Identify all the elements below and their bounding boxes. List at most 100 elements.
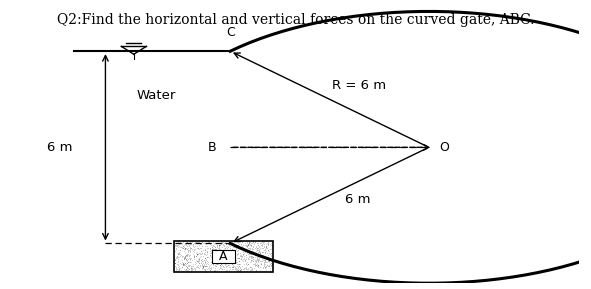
Point bbox=[243, 243, 252, 247]
Point bbox=[243, 252, 253, 257]
Point bbox=[246, 252, 255, 257]
Point bbox=[236, 253, 246, 257]
Point bbox=[178, 262, 188, 266]
Point bbox=[181, 253, 191, 257]
Point bbox=[267, 268, 277, 273]
Point bbox=[245, 242, 254, 247]
Point bbox=[209, 260, 219, 264]
Point bbox=[229, 264, 238, 268]
Point bbox=[230, 255, 240, 260]
Point bbox=[215, 244, 224, 249]
Point bbox=[189, 255, 199, 260]
Point bbox=[225, 244, 235, 249]
Point bbox=[224, 254, 233, 258]
Point bbox=[239, 267, 249, 272]
Point bbox=[268, 252, 278, 256]
Point bbox=[184, 240, 194, 245]
Point bbox=[228, 241, 238, 246]
Point bbox=[194, 259, 203, 264]
Point bbox=[225, 267, 235, 272]
Point bbox=[213, 246, 222, 251]
Point bbox=[259, 262, 269, 266]
Point bbox=[256, 246, 265, 250]
Point bbox=[242, 253, 251, 257]
Point bbox=[181, 266, 191, 271]
Point bbox=[236, 266, 246, 271]
Point bbox=[238, 244, 247, 248]
Point bbox=[263, 252, 272, 257]
Point bbox=[241, 248, 251, 253]
Point bbox=[178, 246, 187, 250]
Point bbox=[178, 262, 188, 267]
Point bbox=[194, 255, 203, 260]
Point bbox=[255, 257, 264, 262]
Point bbox=[184, 268, 193, 273]
Point bbox=[196, 251, 206, 256]
Point bbox=[247, 265, 256, 270]
Point bbox=[215, 251, 225, 255]
Point bbox=[235, 267, 244, 271]
Point bbox=[184, 255, 193, 260]
Point bbox=[180, 256, 190, 260]
Point bbox=[263, 248, 272, 252]
Point bbox=[189, 267, 198, 271]
Point bbox=[222, 268, 231, 273]
Point bbox=[200, 264, 210, 268]
Point bbox=[254, 244, 264, 248]
Point bbox=[171, 243, 180, 248]
Point bbox=[217, 267, 226, 271]
Point bbox=[177, 268, 186, 272]
Point bbox=[246, 254, 256, 259]
Point bbox=[248, 240, 257, 245]
Point bbox=[246, 249, 256, 253]
Point bbox=[254, 256, 264, 260]
Point bbox=[199, 248, 208, 252]
Point bbox=[267, 245, 277, 250]
Point bbox=[226, 253, 236, 257]
Point bbox=[203, 246, 213, 251]
Point bbox=[233, 268, 243, 272]
Point bbox=[213, 260, 223, 265]
Point bbox=[243, 243, 252, 247]
Point bbox=[214, 257, 223, 262]
Point bbox=[169, 254, 178, 259]
Point bbox=[210, 268, 219, 272]
Point bbox=[220, 256, 229, 261]
Text: C: C bbox=[226, 26, 235, 39]
Point bbox=[242, 251, 252, 255]
Point bbox=[207, 238, 216, 243]
Point bbox=[267, 251, 276, 255]
Point bbox=[176, 254, 185, 259]
Point bbox=[178, 240, 187, 245]
Point bbox=[203, 260, 212, 264]
Bar bbox=[212, 250, 235, 263]
Point bbox=[177, 260, 187, 264]
Point bbox=[217, 255, 227, 259]
Point bbox=[200, 256, 210, 261]
Point bbox=[194, 240, 204, 244]
Point bbox=[183, 268, 193, 273]
Point bbox=[231, 267, 241, 272]
Point bbox=[262, 260, 271, 265]
Point bbox=[256, 261, 266, 266]
Point bbox=[173, 268, 183, 273]
Point bbox=[216, 254, 225, 259]
Point bbox=[198, 264, 207, 268]
Point bbox=[254, 243, 263, 248]
Point bbox=[263, 255, 272, 259]
Point bbox=[246, 249, 255, 253]
Point bbox=[235, 259, 244, 263]
Point bbox=[255, 254, 264, 259]
Point bbox=[184, 238, 193, 243]
Point bbox=[181, 257, 191, 261]
Point bbox=[222, 256, 231, 261]
Point bbox=[177, 253, 186, 258]
Point bbox=[236, 257, 245, 262]
Point bbox=[171, 258, 180, 262]
Point bbox=[246, 250, 255, 255]
Point bbox=[242, 260, 251, 265]
Point bbox=[194, 266, 204, 271]
Point bbox=[173, 266, 182, 271]
Point bbox=[250, 268, 259, 273]
Point bbox=[225, 257, 235, 262]
